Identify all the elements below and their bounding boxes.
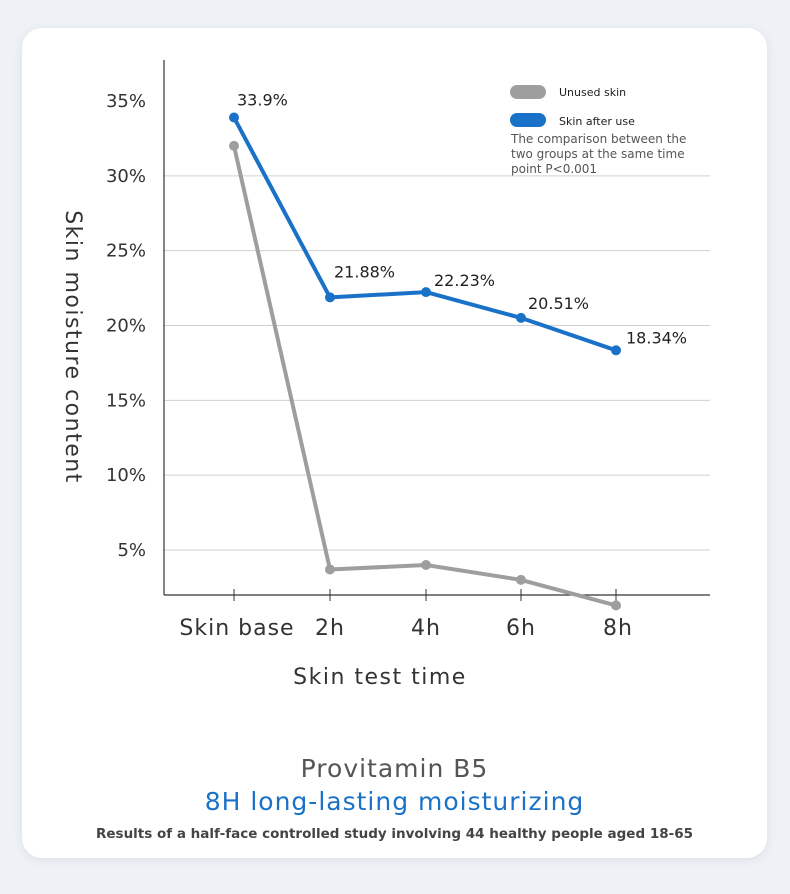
- series-line-unused: [232, 143, 618, 608]
- legend-label-unused: Unused skin: [559, 86, 626, 99]
- legend: Unused skin Skin after use The compariso…: [510, 85, 686, 176]
- legend-swatch-unused: [510, 85, 546, 99]
- y-tick-label: 30%: [106, 166, 146, 187]
- x-tick-label: Skin base: [179, 616, 294, 641]
- data-label: 33.9%: [237, 90, 288, 109]
- y-tick-labels: 5% 10% 15% 20% 25% 30% 35%: [106, 91, 146, 561]
- x-tick-labels: Skin base 2h 4h 6h 8h: [179, 589, 633, 641]
- data-point-after-use: [421, 287, 431, 298]
- claim-headline: 8H long-lasting moisturizing: [204, 787, 585, 816]
- data-point-unused: [516, 574, 526, 585]
- y-tick-label: 20%: [106, 316, 146, 337]
- data-point-unused: [229, 140, 239, 151]
- data-point-after-use: [516, 312, 526, 323]
- data-labels: 33.9% 21.88% 22.23% 20.51% 18.34%: [237, 90, 687, 347]
- y-tick-label: 5%: [117, 540, 146, 561]
- product-title: Provitamin B5: [300, 754, 489, 783]
- study-footnote: Results of a half-face controlled study …: [95, 826, 694, 842]
- data-point-after-use: [611, 345, 621, 356]
- data-point-unused: [421, 560, 431, 570]
- legend-label-after: Skin after use: [559, 115, 635, 128]
- data-point-unused: [611, 600, 621, 611]
- data-point-after-use: [229, 112, 239, 123]
- y-axis-label: Skin moisture content: [60, 210, 85, 484]
- data-point-unused: [325, 564, 335, 575]
- data-label: 18.34%: [626, 328, 687, 347]
- x-tick-label: 6h: [506, 616, 536, 641]
- y-tick-label: 35%: [106, 91, 146, 112]
- y-tick-label: 10%: [106, 465, 146, 486]
- x-axis-label: Skin test time: [293, 665, 467, 690]
- chart-card: [22, 28, 767, 858]
- x-tick-label: 2h: [315, 616, 345, 641]
- data-point-after-use: [325, 292, 335, 303]
- data-label: 20.51%: [528, 294, 589, 313]
- axes: [163, 60, 710, 596]
- x-tick-label: 4h: [411, 616, 441, 641]
- significance-note-line1: The comparison between the: [510, 132, 686, 146]
- data-label: 22.23%: [434, 271, 495, 290]
- series-group: [229, 112, 621, 611]
- y-tick-label: 25%: [106, 241, 146, 262]
- significance-note-line3: point P<0.001: [511, 162, 597, 176]
- x-tick-label: 8h: [603, 616, 633, 641]
- legend-swatch-after: [510, 113, 546, 127]
- significance-note-line2: two groups at the same time: [511, 147, 685, 161]
- y-tick-label: 15%: [106, 390, 146, 411]
- data-label: 21.88%: [334, 262, 395, 281]
- grid-lines: [164, 175, 710, 551]
